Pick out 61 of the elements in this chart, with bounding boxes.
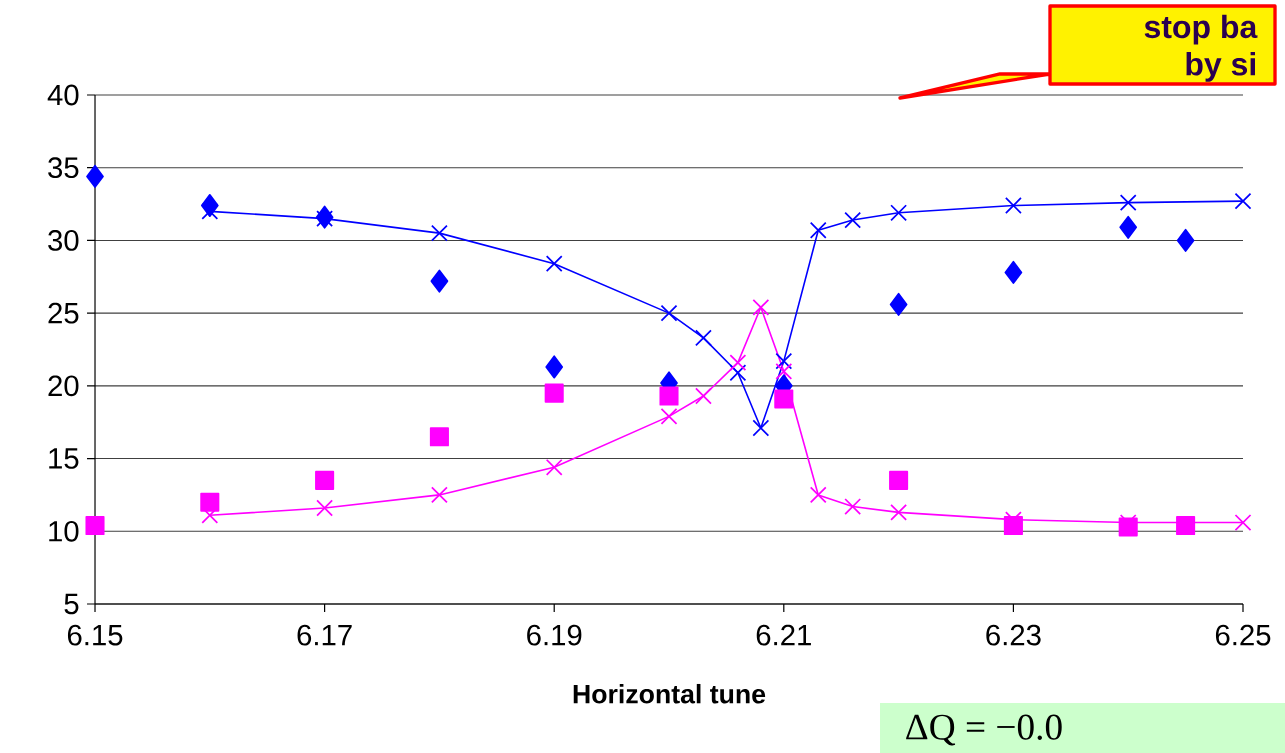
- point: [1004, 197, 1022, 214]
- point: [774, 389, 794, 409]
- point: [889, 292, 908, 316]
- y-tick-label: 5: [64, 593, 79, 615]
- point: [844, 498, 862, 515]
- y-tick-label: 35: [48, 157, 79, 179]
- point: [775, 352, 793, 370]
- point: [1234, 192, 1252, 210]
- point: [660, 304, 678, 322]
- point: [316, 499, 334, 517]
- y-tick-label: 10: [49, 520, 79, 542]
- point: [545, 458, 563, 476]
- point: [1119, 194, 1137, 212]
- point: [660, 407, 678, 425]
- point: [890, 503, 908, 521]
- point: [1119, 215, 1138, 239]
- y-tick-label: 40: [47, 84, 79, 106]
- point: [659, 386, 679, 406]
- point: [1176, 515, 1196, 535]
- point: [545, 355, 564, 379]
- x-tick-label: 6.21: [756, 624, 811, 646]
- point: [695, 387, 712, 405]
- point: [430, 269, 449, 293]
- y-tick-label: 15: [49, 448, 79, 469]
- point: [1176, 228, 1195, 252]
- point: [1004, 260, 1023, 284]
- point: [429, 427, 449, 447]
- point: [315, 470, 335, 490]
- point: [729, 354, 747, 371]
- point: [200, 492, 220, 512]
- point: [431, 224, 448, 242]
- x-tick-label: 6.19: [527, 624, 582, 646]
- y-tick-label: 30: [48, 230, 79, 251]
- point: [86, 164, 104, 188]
- x-tick-label: 6.25: [1215, 624, 1271, 646]
- point: [809, 486, 827, 504]
- point: [695, 329, 712, 347]
- point: [890, 204, 908, 222]
- x-tick-label: 6.23: [986, 624, 1041, 646]
- point: [889, 470, 909, 490]
- point: [316, 210, 334, 228]
- text: by si: [1186, 52, 1255, 82]
- y-tick-label: 20: [48, 375, 79, 397]
- point: [545, 255, 563, 273]
- point: [544, 383, 564, 403]
- text: ΔQ = −0.0: [906, 714, 1062, 746]
- point: [1234, 514, 1252, 531]
- point: [729, 364, 747, 382]
- x-tick-label: 6.15: [67, 624, 123, 646]
- point: [809, 221, 827, 239]
- point: [752, 298, 770, 316]
- point: [844, 211, 862, 229]
- point: [431, 486, 448, 504]
- point: [85, 515, 105, 535]
- x-axis-title: Horizontal tune: [573, 683, 766, 704]
- point: [775, 362, 793, 380]
- text: stop ba: [1144, 14, 1258, 45]
- point: [752, 419, 770, 437]
- x-tick-label: 6.17: [297, 624, 352, 646]
- point: [201, 202, 219, 220]
- y-tick-label: 25: [48, 302, 79, 324]
